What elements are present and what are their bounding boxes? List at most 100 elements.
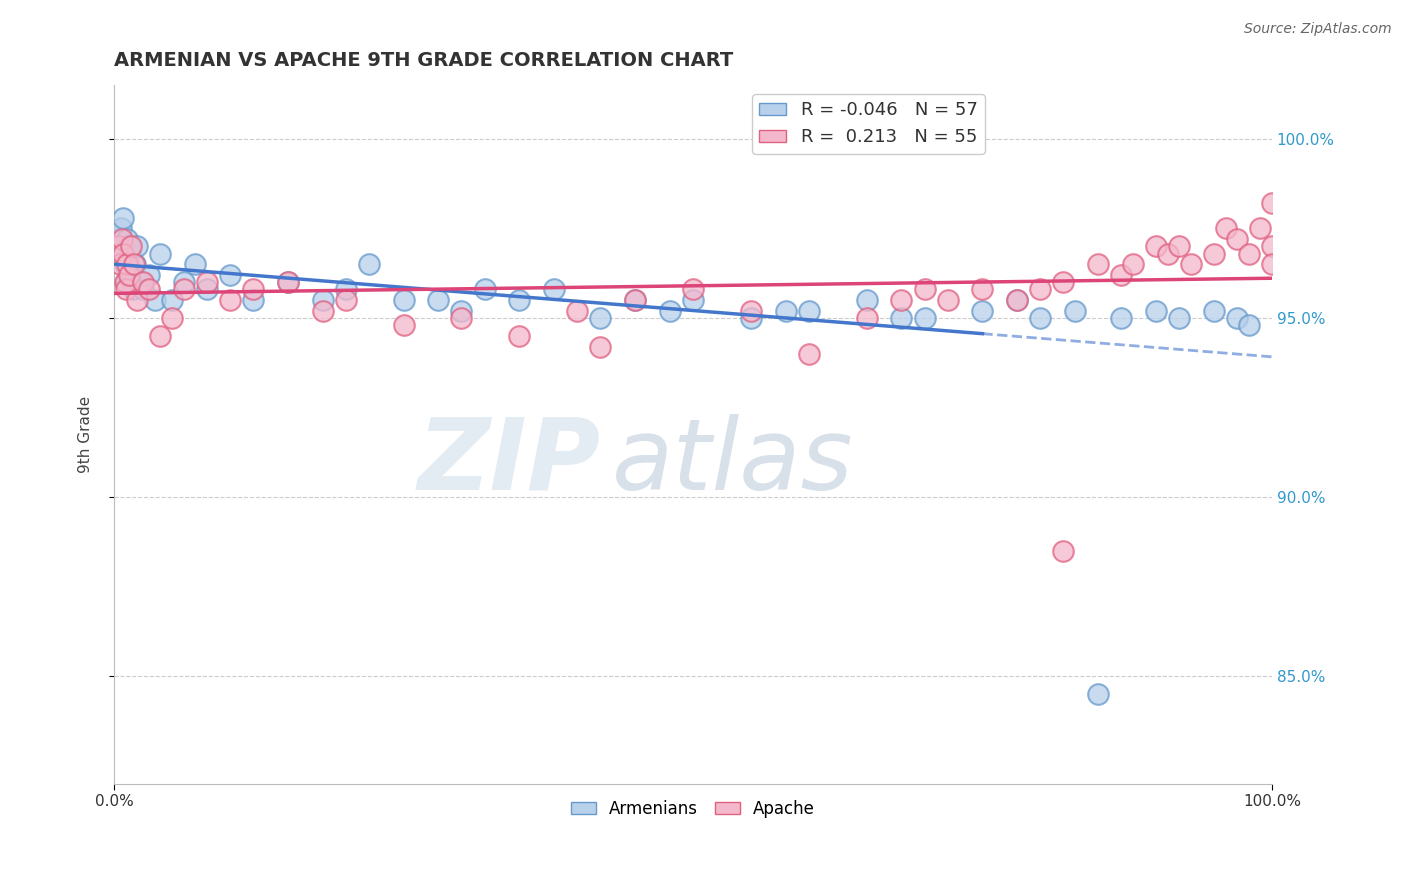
Point [277,275,299,289]
Point [1202,303,1225,318]
Point [357,257,380,271]
Point [1005,293,1028,307]
Point [173,275,195,289]
Point [1168,310,1191,325]
Point [219,293,242,307]
Point [1087,687,1109,701]
Point [107,239,129,253]
Point [427,293,450,307]
Point [624,293,647,307]
Point [1168,239,1191,253]
Point [219,268,242,282]
Point [335,293,357,307]
Point [132,275,155,289]
Point [277,275,299,289]
Point [972,282,994,296]
Point [117,257,139,271]
Point [127,293,149,307]
Point [118,268,141,282]
Text: ARMENIAN VS APACHE 9TH GRADE CORRELATION CHART: ARMENIAN VS APACHE 9TH GRADE CORRELATION… [114,51,734,70]
Point [589,340,612,354]
Point [589,310,612,325]
Point [1052,544,1074,558]
Point [1261,257,1284,271]
Y-axis label: 9th Grade: 9th Grade [79,396,93,473]
Point [173,282,195,296]
Point [1005,293,1028,307]
Point [392,293,415,307]
Point [127,239,149,253]
Point [112,246,135,260]
Point [115,232,138,246]
Point [1029,282,1052,296]
Point [890,293,912,307]
Point [508,329,530,343]
Legend: Armenians, Apache: Armenians, Apache [564,793,821,824]
Point [311,303,333,318]
Point [543,282,565,296]
Point [450,303,472,318]
Point [1111,310,1133,325]
Point [855,293,877,307]
Point [121,239,143,253]
Point [1029,310,1052,325]
Point [1226,232,1249,246]
Point [110,221,132,235]
Point [149,246,172,260]
Point [138,282,160,296]
Point [121,268,143,282]
Point [740,303,762,318]
Point [108,257,131,271]
Point [124,257,146,271]
Point [740,310,762,325]
Point [184,257,207,271]
Point [1237,318,1260,333]
Point [682,293,704,307]
Point [682,282,704,296]
Point [1261,239,1284,253]
Point [118,239,141,253]
Point [122,257,145,271]
Point [1157,246,1180,260]
Point [658,303,681,318]
Point [114,275,136,289]
Point [972,303,994,318]
Point [450,310,472,325]
Point [1249,221,1271,235]
Point [195,275,218,289]
Point [1111,268,1133,282]
Point [508,293,530,307]
Point [914,282,936,296]
Point [1064,303,1087,318]
Point [195,282,218,296]
Point [114,257,136,271]
Point [107,232,129,246]
Point [567,303,589,318]
Point [242,293,264,307]
Point [1052,275,1074,289]
Point [114,282,136,296]
Text: atlas: atlas [612,414,853,511]
Point [890,310,912,325]
Point [1237,246,1260,260]
Point [914,310,936,325]
Point [311,293,333,307]
Point [120,246,142,260]
Point [160,293,183,307]
Point [1202,246,1225,260]
Point [797,303,820,318]
Point [121,282,143,296]
Point [114,275,136,289]
Point [474,282,496,296]
Text: ZIP: ZIP [418,414,600,511]
Text: Source: ZipAtlas.com: Source: ZipAtlas.com [1244,22,1392,37]
Point [111,239,134,253]
Point [797,347,820,361]
Point [108,246,131,260]
Point [115,257,138,271]
Point [1226,310,1249,325]
Point [1087,257,1109,271]
Point [624,293,647,307]
Point [128,275,150,289]
Point [143,293,166,307]
